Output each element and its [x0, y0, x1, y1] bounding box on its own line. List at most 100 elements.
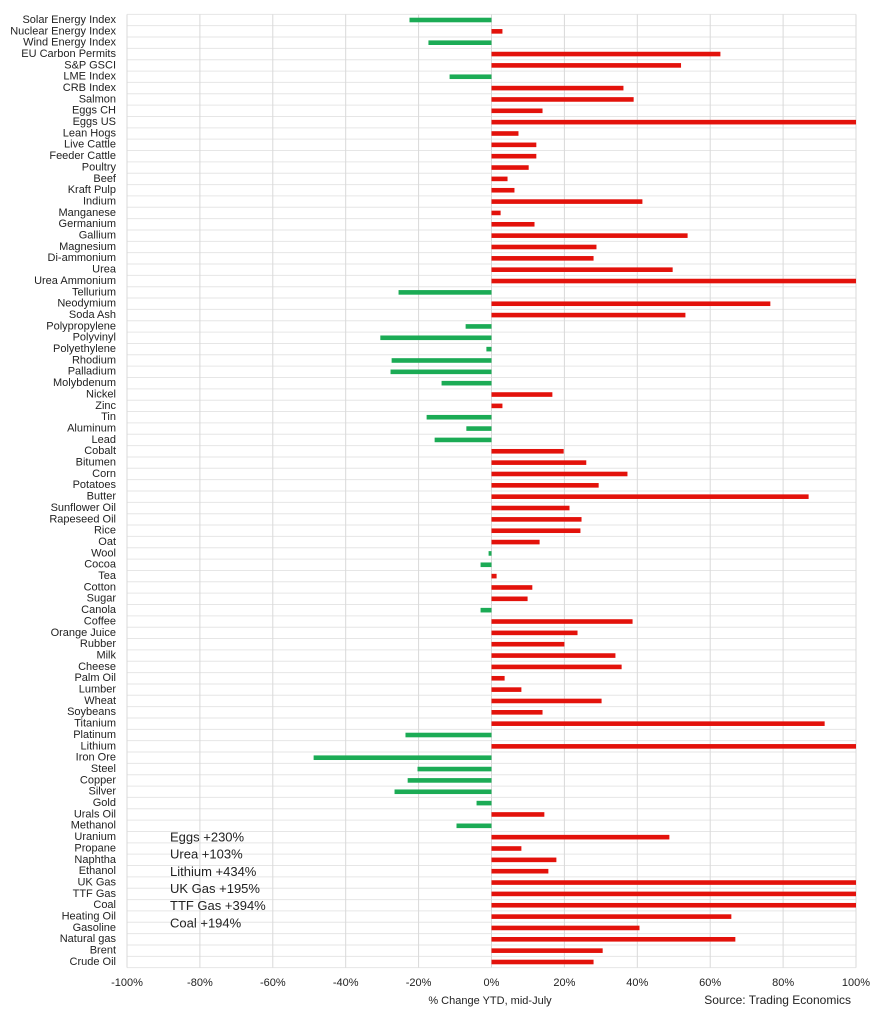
- bar: [492, 699, 602, 704]
- y-tick-label: Sunflower Oil: [51, 502, 116, 514]
- y-tick-label: Coffee: [84, 615, 116, 627]
- y-tick-label: Gasoline: [73, 922, 116, 934]
- y-tick-label: Natural gas: [60, 933, 117, 945]
- bar: [492, 540, 540, 545]
- y-tick-label: Silver: [88, 786, 116, 798]
- bar: [492, 869, 549, 874]
- y-tick-label: Rhodium: [72, 354, 116, 366]
- bar: [492, 926, 640, 931]
- bar: [492, 483, 599, 488]
- bar: [492, 154, 537, 159]
- y-tick-label: Rice: [94, 525, 116, 537]
- bar: [492, 120, 883, 125]
- bar: [492, 687, 522, 692]
- bar: [492, 143, 537, 148]
- bar: [391, 370, 492, 375]
- y-tick-label: Solar Energy Index: [22, 14, 116, 26]
- bar: [492, 165, 529, 170]
- y-tick-label: Oat: [98, 536, 116, 548]
- bar: [466, 324, 492, 329]
- y-tick-label: Eggs CH: [72, 105, 116, 117]
- y-tick-label: Polyvinyl: [73, 332, 116, 344]
- bar: [466, 426, 491, 431]
- y-tick-label: Canola: [81, 604, 117, 616]
- y-tick-label: Milk: [96, 649, 116, 661]
- x-tick-label: 80%: [772, 977, 794, 989]
- bar: [489, 551, 492, 556]
- bar: [395, 789, 492, 794]
- bar: [477, 801, 492, 806]
- y-tick-label: Naphtha: [74, 854, 116, 866]
- y-tick-label: Uranium: [74, 831, 116, 843]
- bar: [492, 108, 543, 113]
- y-tick-label: S&P GSCI: [64, 59, 116, 71]
- bar: [492, 29, 503, 34]
- bar: [492, 494, 809, 499]
- bar: [492, 528, 581, 533]
- y-tick-label: Polyethylene: [53, 343, 116, 355]
- bar: [492, 585, 533, 590]
- bar: [486, 347, 491, 352]
- y-tick-label: Tin: [101, 411, 116, 423]
- bar: [492, 517, 582, 522]
- y-tick-label: Palladium: [68, 366, 116, 378]
- bar: [492, 188, 515, 193]
- y-tick-label: Magnesium: [59, 241, 116, 253]
- y-tick-label: Feeder Cattle: [49, 150, 116, 162]
- y-tick-label: Lumber: [79, 684, 117, 696]
- y-tick-label: CRB Index: [63, 82, 117, 94]
- bar: [492, 744, 883, 749]
- y-tick-label: Manganese: [59, 207, 117, 219]
- annotation: Eggs +230%: [170, 829, 245, 844]
- bar: [457, 824, 492, 829]
- y-tick-label: Bitumen: [76, 457, 116, 469]
- y-tick-label: Wool: [91, 547, 116, 559]
- bar: [492, 574, 497, 579]
- y-tick-label: Sugar: [87, 593, 117, 605]
- x-tick-label: -20%: [406, 977, 432, 989]
- y-tick-label: Cotton: [84, 581, 116, 593]
- bar: [492, 222, 535, 227]
- bar: [492, 392, 553, 397]
- y-tick-label: Polypropylene: [46, 320, 116, 332]
- y-tick-label: TTF Gas: [73, 888, 117, 900]
- y-tick-label: Poultry: [82, 161, 117, 173]
- source: Source: Trading Economics: [704, 993, 851, 1007]
- y-tick-label: Titanium: [74, 718, 116, 730]
- bar: [492, 710, 543, 715]
- y-tick-label: Propane: [74, 842, 116, 854]
- bar: [492, 506, 570, 511]
- bar: [492, 721, 825, 726]
- y-tick-label: Nickel: [86, 388, 116, 400]
- y-tick-label: Cobalt: [84, 445, 116, 457]
- bar: [492, 472, 628, 477]
- x-tick-label: -40%: [333, 977, 359, 989]
- y-tick-label: Kraft Pulp: [68, 184, 116, 196]
- y-tick-label: Platinum: [73, 729, 116, 741]
- y-tick-label: Beef: [93, 173, 117, 185]
- y-tick-label: Zinc: [95, 400, 116, 412]
- y-tick-label: Urea Ammonium: [34, 275, 116, 287]
- bar: [492, 404, 503, 409]
- bar: [392, 358, 492, 363]
- y-tick-label: Neodymium: [57, 298, 116, 310]
- y-tick-label: Heating Oil: [62, 911, 116, 923]
- y-tick-label: Eggs US: [73, 116, 116, 128]
- x-axis-label: % Change YTD, mid-July: [428, 995, 552, 1007]
- y-tick-label: Lead: [92, 434, 116, 446]
- bar: [492, 97, 634, 102]
- y-tick-label: Cheese: [78, 661, 116, 673]
- x-tick-label: -60%: [260, 977, 286, 989]
- bar: [492, 937, 736, 942]
- y-tick-label: Soda Ash: [69, 309, 116, 321]
- bar: [492, 880, 883, 885]
- y-tick-label: Rapeseed Oil: [49, 513, 116, 525]
- bar: [427, 415, 492, 420]
- y-tick-label: Lithium: [81, 740, 116, 752]
- bar: [492, 835, 670, 840]
- y-tick-label: LME Index: [63, 71, 116, 83]
- y-tick-label: Urals Oil: [74, 808, 116, 820]
- bar: [492, 914, 732, 919]
- y-tick-label: Potatoes: [73, 479, 117, 491]
